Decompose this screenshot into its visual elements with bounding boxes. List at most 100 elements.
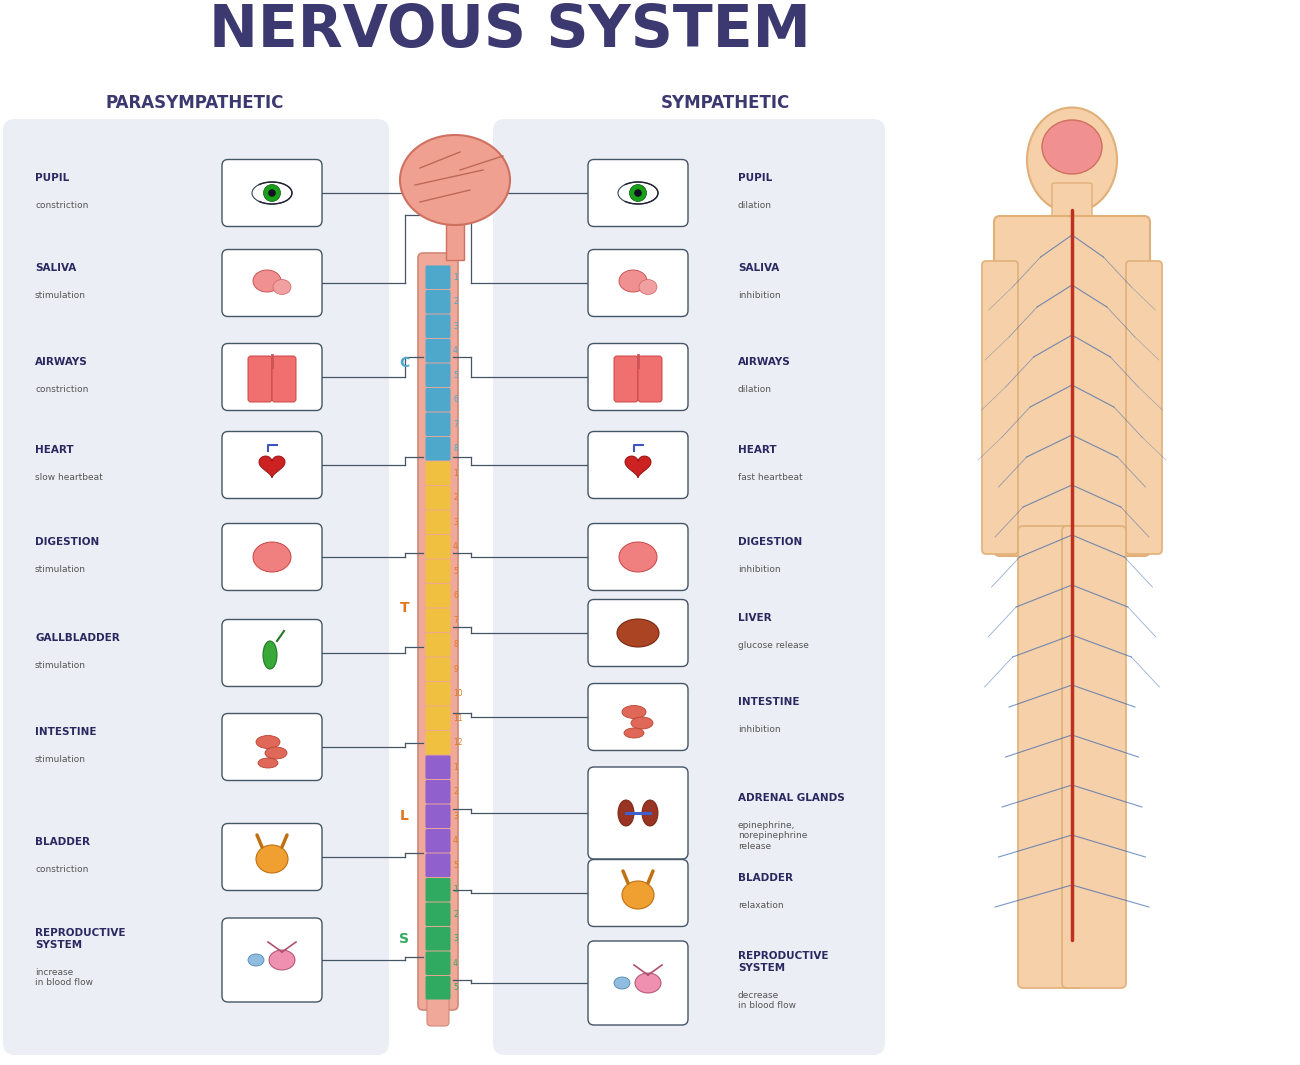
Text: 4: 4 [452,346,458,356]
Text: fast heartbeat: fast heartbeat [738,473,802,482]
Ellipse shape [248,954,264,966]
Text: slow heartbeat: slow heartbeat [35,473,103,482]
Text: INTESTINE: INTESTINE [738,697,800,707]
FancyBboxPatch shape [425,290,451,313]
Text: 3: 3 [452,934,458,944]
FancyBboxPatch shape [426,990,448,1026]
Text: 3: 3 [452,322,458,331]
Text: 11: 11 [452,714,463,723]
Text: PUPIL: PUPIL [738,173,772,183]
FancyBboxPatch shape [425,510,451,534]
Text: 2: 2 [452,297,458,307]
Circle shape [629,184,646,201]
Text: 5: 5 [452,567,458,576]
Text: 1: 1 [452,763,458,772]
Text: 4: 4 [452,836,458,846]
Text: inhibition: inhibition [738,725,780,734]
Circle shape [264,184,281,201]
FancyBboxPatch shape [614,356,638,402]
Text: 3: 3 [452,812,458,821]
FancyBboxPatch shape [425,265,451,289]
Ellipse shape [254,271,281,292]
Text: S: S [399,932,410,946]
Ellipse shape [257,758,278,768]
Ellipse shape [618,619,659,648]
FancyBboxPatch shape [248,356,272,402]
FancyBboxPatch shape [425,559,451,583]
Polygon shape [259,456,285,478]
Ellipse shape [265,747,287,759]
Text: INTESTINE: INTESTINE [35,727,96,737]
FancyBboxPatch shape [1018,526,1082,988]
Ellipse shape [621,705,646,719]
Ellipse shape [619,542,656,572]
FancyBboxPatch shape [588,941,688,1025]
FancyBboxPatch shape [425,633,451,656]
Text: 2: 2 [452,910,458,919]
Ellipse shape [273,279,291,295]
FancyBboxPatch shape [425,755,451,779]
Text: SYMPATHETIC: SYMPATHETIC [660,94,789,112]
Ellipse shape [254,542,291,572]
Ellipse shape [1027,108,1117,213]
Ellipse shape [256,736,280,749]
Text: GALLBLADDER: GALLBLADDER [35,633,120,643]
FancyBboxPatch shape [425,461,451,485]
Ellipse shape [400,135,510,225]
Ellipse shape [1043,120,1102,174]
FancyBboxPatch shape [222,823,322,890]
FancyBboxPatch shape [222,249,322,316]
FancyBboxPatch shape [425,976,451,1000]
Text: 8: 8 [452,640,458,650]
Text: L: L [400,809,410,823]
FancyBboxPatch shape [425,412,451,436]
Ellipse shape [614,977,630,989]
FancyBboxPatch shape [425,878,451,902]
Text: stimulation: stimulation [35,755,86,764]
Text: 1: 1 [452,469,458,478]
Ellipse shape [634,973,660,993]
FancyBboxPatch shape [994,216,1150,556]
FancyBboxPatch shape [588,767,688,859]
FancyBboxPatch shape [493,119,885,1055]
Ellipse shape [621,881,654,910]
Text: stimulation: stimulation [35,566,86,574]
Text: constriction: constriction [35,865,88,874]
FancyBboxPatch shape [425,731,451,754]
FancyBboxPatch shape [588,160,688,227]
Text: epinephrine,
norepinephrine
release: epinephrine, norepinephrine release [738,821,807,851]
Text: 10: 10 [452,689,463,699]
FancyBboxPatch shape [222,620,322,687]
Text: inhibition: inhibition [738,291,780,300]
Text: inhibition: inhibition [738,566,780,574]
FancyBboxPatch shape [425,535,451,558]
FancyBboxPatch shape [425,927,451,951]
FancyBboxPatch shape [222,160,322,227]
Circle shape [634,190,642,197]
Text: 7: 7 [452,616,458,625]
Circle shape [268,190,276,197]
FancyBboxPatch shape [1052,183,1092,235]
FancyBboxPatch shape [222,431,322,498]
FancyBboxPatch shape [588,684,688,751]
Text: PUPIL: PUPIL [35,173,69,183]
FancyBboxPatch shape [638,356,662,402]
Text: 4: 4 [452,958,458,968]
Text: AIRWAYS: AIRWAYS [35,357,88,367]
Text: decrease
in blood flow: decrease in blood flow [738,992,796,1011]
Text: BLADDER: BLADDER [738,873,793,883]
Text: 12: 12 [452,738,463,748]
Ellipse shape [618,182,658,204]
Ellipse shape [252,182,292,204]
Text: 5: 5 [452,983,458,993]
Text: 6: 6 [452,395,458,405]
Text: stimulation: stimulation [35,291,86,300]
Text: AIRWAYS: AIRWAYS [738,357,790,367]
FancyBboxPatch shape [425,608,451,632]
Text: REPRODUCTIVE
SYSTEM: REPRODUCTIVE SYSTEM [35,929,126,950]
FancyBboxPatch shape [588,431,688,498]
Text: stimulation: stimulation [35,661,86,670]
Polygon shape [446,218,464,260]
FancyBboxPatch shape [222,524,322,590]
Ellipse shape [630,717,653,730]
